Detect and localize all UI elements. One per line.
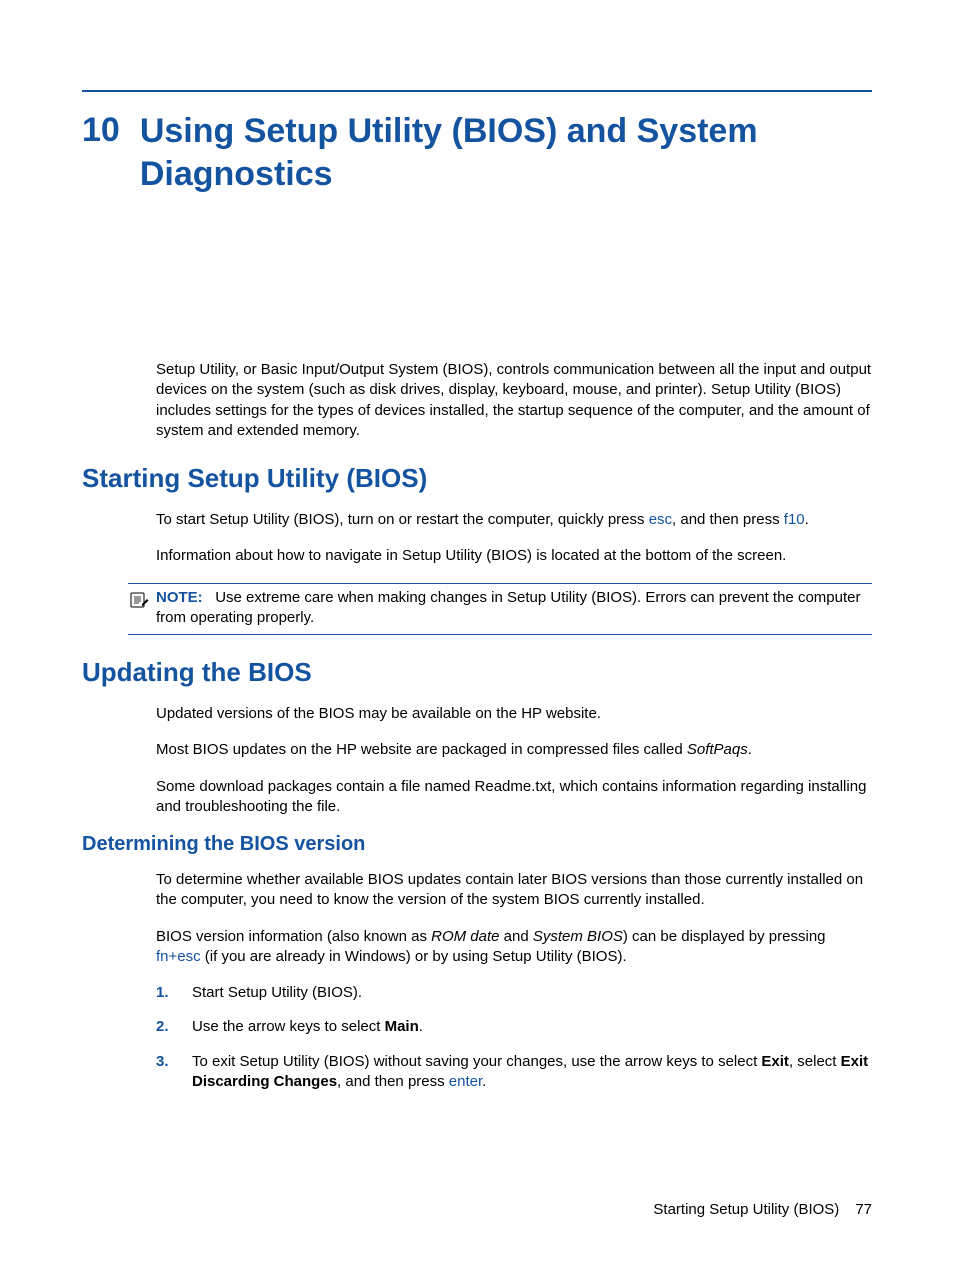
note-icon	[128, 590, 150, 615]
page-footer: Starting Setup Utility (BIOS) 77	[653, 1201, 872, 1218]
italic-romdate: ROM date	[431, 928, 499, 945]
key-enter: enter	[449, 1073, 482, 1090]
list-number: 2.	[156, 1017, 174, 1037]
section2-p2: Most BIOS updates on the HP website are …	[156, 740, 872, 760]
top-rule	[82, 90, 872, 92]
list-item: 2. Use the arrow keys to select Main.	[156, 1017, 872, 1037]
intro-paragraph: Setup Utility, or Basic Input/Output Sys…	[156, 360, 872, 441]
chapter-heading: 10 Using Setup Utility (BIOS) and System…	[82, 110, 872, 195]
sub-p2: BIOS version information (also known as …	[156, 927, 872, 968]
text: .	[482, 1073, 486, 1090]
text: , select	[789, 1053, 841, 1070]
list-item: 3. To exit Setup Utility (BIOS) without …	[156, 1052, 872, 1093]
list-text: To exit Setup Utility (BIOS) without sav…	[192, 1052, 872, 1093]
text: (if you are already in Windows) or by us…	[201, 948, 627, 965]
note-text: Use extreme care when making changes in …	[156, 589, 860, 626]
list-text: Use the arrow keys to select Main.	[192, 1017, 423, 1037]
footer-title: Starting Setup Utility (BIOS)	[653, 1201, 839, 1218]
section-heading-updating: Updating the BIOS	[82, 657, 872, 688]
text: .	[748, 741, 752, 758]
note-content: NOTE: Use extreme care when making chang…	[156, 588, 872, 629]
text: , and then press	[337, 1073, 449, 1090]
text: To exit Setup Utility (BIOS) without sav…	[192, 1053, 761, 1070]
key-plus: +	[169, 948, 178, 965]
list-item: 1. Start Setup Utility (BIOS).	[156, 983, 872, 1003]
page-number: 77	[855, 1201, 872, 1218]
subsection-heading-determining: Determining the BIOS version	[82, 833, 872, 856]
list-number: 3.	[156, 1052, 174, 1093]
text: BIOS version information (also known as	[156, 928, 431, 945]
text: Most BIOS updates on the HP website are …	[156, 741, 687, 758]
bold-exit: Exit	[761, 1053, 789, 1070]
sub-p1: To determine whether available BIOS upda…	[156, 870, 872, 911]
section1-p2: Information about how to navigate in Set…	[156, 546, 872, 566]
ordered-list: 1. Start Setup Utility (BIOS). 2. Use th…	[156, 983, 872, 1092]
section1-p1: To start Setup Utility (BIOS), turn on o…	[156, 510, 872, 530]
key-fn: fn	[156, 948, 169, 965]
list-text: Start Setup Utility (BIOS).	[192, 983, 362, 1003]
section-heading-starting: Starting Setup Utility (BIOS)	[82, 463, 872, 494]
italic-systembios: System BIOS	[533, 928, 623, 945]
text: Use the arrow keys to select	[192, 1018, 385, 1035]
italic-softpaqs: SoftPaqs	[687, 741, 748, 758]
text: .	[805, 511, 809, 528]
note-box: NOTE: Use extreme care when making chang…	[128, 583, 872, 636]
list-number: 1.	[156, 983, 174, 1003]
text: and	[499, 928, 532, 945]
text: To start Setup Utility (BIOS), turn on o…	[156, 511, 649, 528]
section2-p1: Updated versions of the BIOS may be avai…	[156, 704, 872, 724]
key-esc: esc	[649, 511, 672, 528]
key-esc2: esc	[177, 948, 200, 965]
chapter-title: Using Setup Utility (BIOS) and System Di…	[140, 110, 872, 195]
text: , and then press	[672, 511, 784, 528]
bold-main: Main	[385, 1018, 419, 1035]
chapter-number: 10	[82, 110, 120, 151]
text: .	[419, 1018, 423, 1035]
text: ) can be displayed by pressing	[623, 928, 826, 945]
key-f10: f10	[784, 511, 805, 528]
note-label: NOTE:	[156, 589, 203, 606]
section2-p3: Some download packages contain a file na…	[156, 777, 872, 818]
document-page: 10 Using Setup Utility (BIOS) and System…	[0, 0, 954, 1156]
